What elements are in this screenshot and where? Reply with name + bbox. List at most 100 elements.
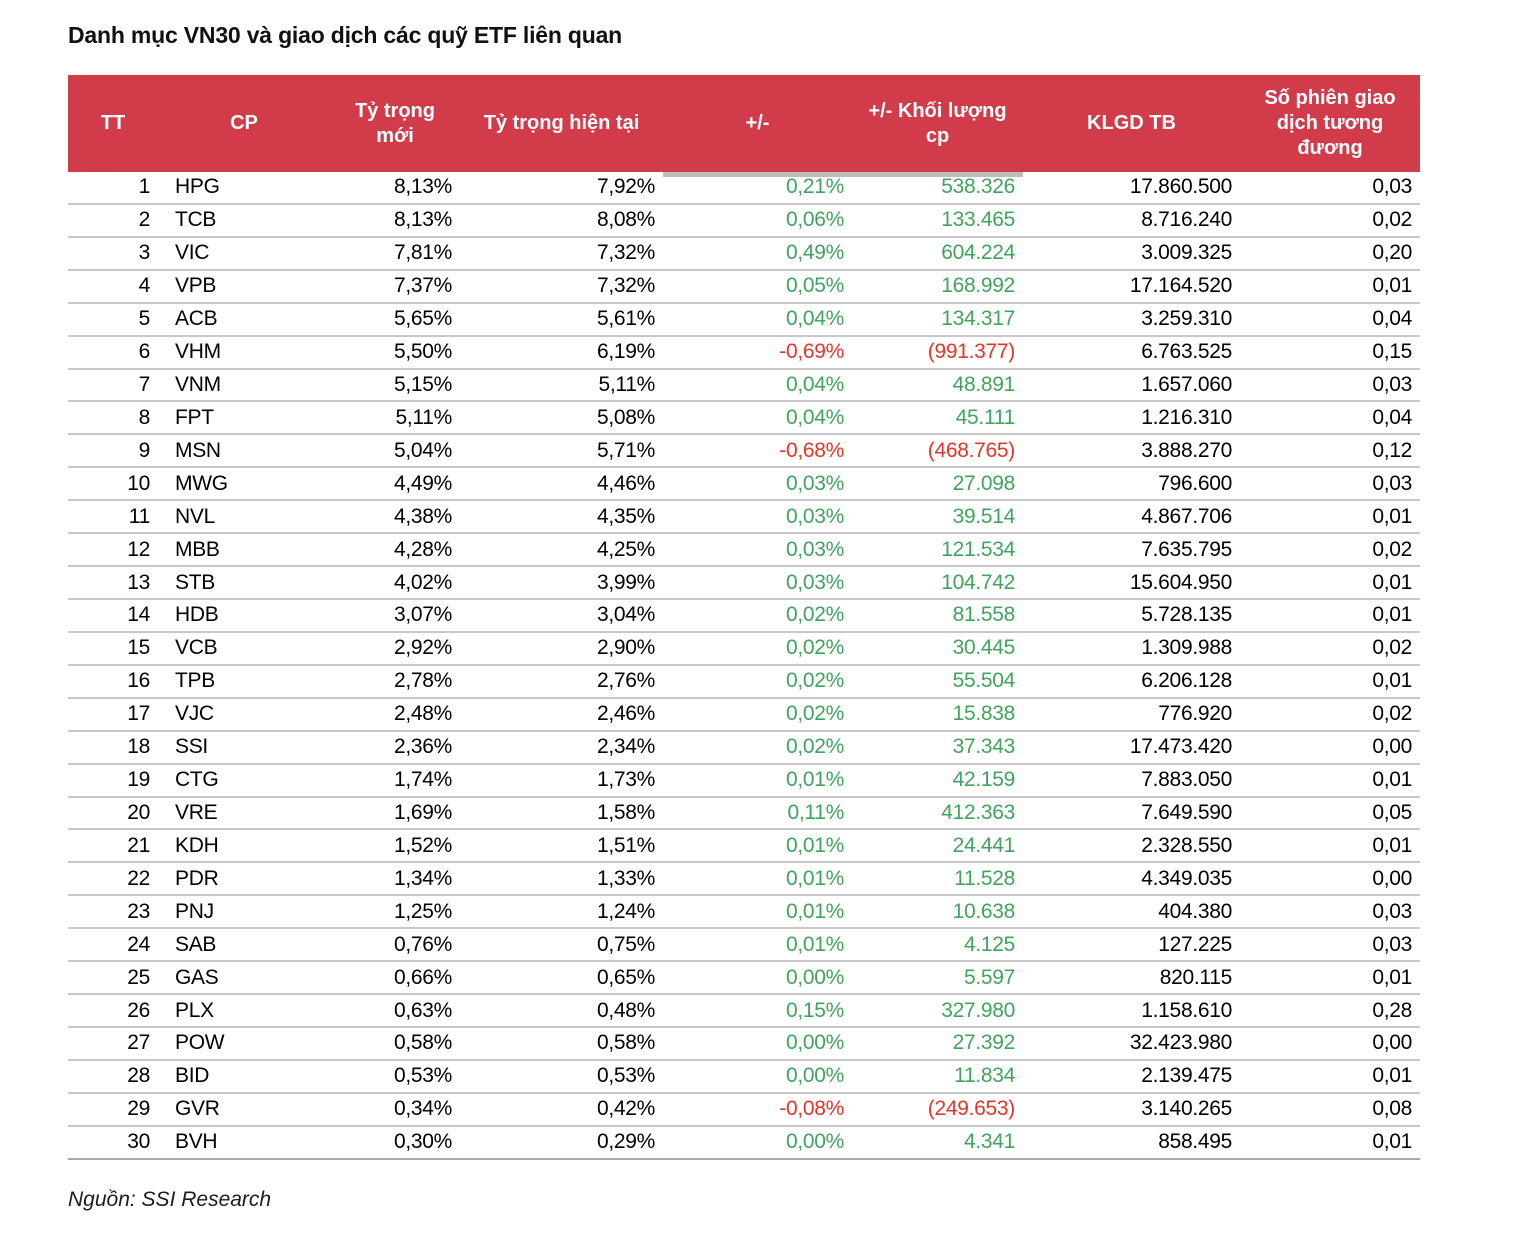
cell-change-pct: 0,02% [785, 735, 844, 759]
cell-ticker: MBB [175, 537, 220, 561]
cell-equivalent-sessions: 0,01 [1372, 1130, 1412, 1154]
cell-change-pct: 0,00% [785, 965, 844, 989]
cell-new-weight: 8,13% [393, 175, 452, 199]
cell-ticker: VIC [175, 241, 210, 265]
cell-current-weight: 0,42% [596, 1097, 655, 1121]
cell-tt: 1 [138, 175, 151, 199]
cell-tt: 18 [127, 735, 150, 759]
cell-avg-volume: 7.649.590 [1141, 800, 1232, 824]
cell-change-pct: 0,03% [785, 471, 844, 495]
table-row: 28 BID 0,53% 0,53% 0,00% 11.834 2.139.47… [68, 1060, 1420, 1094]
cell-new-weight: 5,50% [393, 340, 452, 364]
cell-equivalent-sessions: 0,00 [1372, 735, 1412, 759]
cell-change-volume: 81.558 [952, 603, 1016, 627]
table-row: 27 POW 0,58% 0,58% 0,00% 27.392 32.423.9… [68, 1027, 1420, 1061]
cell-tt: 10 [127, 471, 150, 495]
table-body: 1 HPG 8,13% 7,92% 0,21% 538.326 17.860.5… [68, 172, 1420, 1160]
cell-tt: 24 [127, 932, 150, 956]
table-row: 26 PLX 0,63% 0,48% 0,15% 327.980 1.158.6… [68, 995, 1420, 1028]
cell-new-weight: 5,11% [395, 405, 453, 429]
cell-equivalent-sessions: 0,01 [1372, 274, 1412, 298]
cell-current-weight: 0,29% [596, 1130, 655, 1154]
cell-ticker: GVR [175, 1097, 220, 1121]
cell-change-volume: 37.343 [952, 735, 1016, 759]
cell-change-pct: 0,00% [785, 1064, 844, 1088]
cell-avg-volume: 3.259.310 [1141, 307, 1232, 331]
cell-current-weight: 5,11% [598, 372, 656, 396]
cell-new-weight: 2,78% [393, 669, 452, 693]
cell-change-volume: (468.765) [927, 438, 1016, 462]
cell-change-pct: 0,02% [785, 603, 844, 627]
cell-avg-volume: 17.473.420 [1129, 735, 1232, 759]
cell-avg-volume: 6.206.128 [1141, 669, 1232, 693]
cell-ticker: HDB [175, 603, 219, 627]
cell-avg-volume: 4.349.035 [1141, 866, 1232, 890]
cell-equivalent-sessions: 0,01 [1372, 504, 1412, 528]
table-row: 1 HPG 8,13% 7,92% 0,21% 538.326 17.860.5… [68, 172, 1420, 205]
cell-avg-volume: 127.225 [1158, 932, 1232, 956]
cell-new-weight: 0,58% [393, 1031, 452, 1055]
cell-change-volume: 10.638 [952, 899, 1016, 923]
cell-new-weight: 1,69% [393, 800, 452, 824]
cell-tt: 3 [138, 241, 151, 265]
cell-change-pct: 0,02% [785, 669, 844, 693]
cell-new-weight: 5,65% [393, 307, 452, 331]
cell-new-weight: 5,15% [393, 372, 452, 396]
cell-current-weight: 4,35% [596, 504, 655, 528]
cell-change-volume: 11.834 [954, 1064, 1015, 1088]
cell-change-pct: 0,15% [785, 998, 844, 1022]
cell-current-weight: 5,08% [596, 405, 655, 429]
cell-tt: 22 [127, 866, 150, 890]
cell-current-weight: 0,65% [596, 965, 655, 989]
cell-change-pct: 0,21% [785, 175, 844, 199]
cell-tt: 13 [127, 570, 150, 594]
column-header-current-weight: Tỷ trọng hiện tại [483, 112, 640, 134]
cell-equivalent-sessions: 0,03 [1372, 372, 1412, 396]
cell-change-volume: 39.514 [952, 504, 1016, 528]
cell-ticker: TCB [175, 208, 217, 232]
cell-new-weight: 7,37% [393, 274, 452, 298]
table-row: 29 GVR 0,34% 0,42% -0,08% (249.653) 3.14… [68, 1093, 1420, 1127]
cell-new-weight: 2,48% [393, 702, 452, 726]
cell-change-pct: 0,03% [785, 504, 844, 528]
cell-new-weight: 1,74% [393, 768, 452, 792]
table-row: 11 NVL 4,38% 4,35% 0,03% 39.514 4.867.70… [68, 501, 1420, 535]
cell-equivalent-sessions: 0,28 [1372, 998, 1412, 1022]
cell-equivalent-sessions: 0,20 [1372, 241, 1412, 265]
cell-avg-volume: 3.009.325 [1141, 241, 1232, 265]
table-row: 6 VHM 5,50% 6,19% -0,69% (991.377) 6.763… [68, 336, 1420, 370]
table-row: 8 FPT 5,11% 5,08% 0,04% 45.111 1.216.310… [68, 402, 1420, 436]
cell-change-pct: 0,01% [785, 833, 844, 857]
cell-change-volume: (249.653) [927, 1097, 1016, 1121]
cell-equivalent-sessions: 0,15 [1372, 340, 1412, 364]
cell-avg-volume: 8.716.240 [1141, 208, 1232, 232]
cell-ticker: PDR [175, 866, 219, 890]
cell-avg-volume: 3.140.265 [1141, 1097, 1232, 1121]
table-row: 10 MWG 4,49% 4,46% 0,03% 27.098 796.600 … [68, 468, 1420, 502]
cell-ticker: BVH [175, 1130, 218, 1154]
cell-avg-volume: 1.158.610 [1141, 998, 1232, 1022]
table-row: 18 SSI 2,36% 2,34% 0,02% 37.343 17.473.4… [68, 731, 1420, 765]
cell-equivalent-sessions: 0,08 [1372, 1097, 1412, 1121]
cell-equivalent-sessions: 0,03 [1372, 471, 1412, 495]
table-row: 23 PNJ 1,25% 1,24% 0,01% 10.638 404.380 … [68, 896, 1420, 930]
cell-tt: 6 [138, 340, 151, 364]
cell-avg-volume: 1.309.988 [1141, 636, 1232, 660]
cell-tt: 15 [127, 636, 150, 660]
cell-current-weight: 0,48% [596, 998, 655, 1022]
cell-avg-volume: 2.328.550 [1141, 833, 1232, 857]
cell-tt: 23 [127, 899, 150, 923]
cell-equivalent-sessions: 0,05 [1372, 800, 1412, 824]
cell-current-weight: 2,46% [596, 702, 655, 726]
cell-change-volume: 45.111 [955, 405, 1016, 429]
cell-tt: 12 [127, 537, 150, 561]
table-row: 14 HDB 3,07% 3,04% 0,02% 81.558 5.728.13… [68, 599, 1420, 633]
cell-ticker: TPB [175, 669, 215, 693]
cell-change-volume: 4.341 [963, 1130, 1015, 1154]
cell-change-volume: 27.098 [952, 471, 1016, 495]
cell-change-volume: 15.838 [952, 702, 1016, 726]
cell-current-weight: 3,04% [596, 603, 655, 627]
cell-tt: 19 [127, 768, 150, 792]
table-row: 3 VIC 7,81% 7,32% 0,49% 604.224 3.009.32… [68, 237, 1420, 271]
cell-tt: 27 [127, 1031, 150, 1055]
